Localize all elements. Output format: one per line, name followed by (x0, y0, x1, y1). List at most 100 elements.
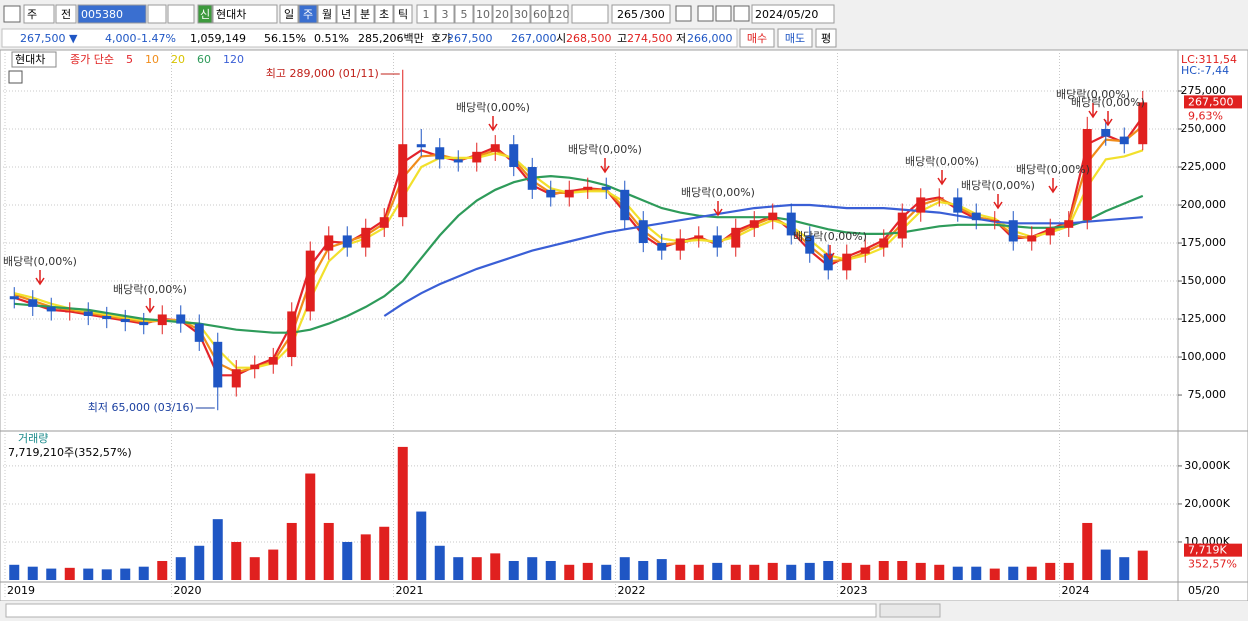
dividend-label: 배당락(0,00%) (681, 186, 755, 199)
period-button-box[interactable] (393, 4, 413, 24)
scrollbar[interactable] (5, 603, 877, 618)
period-button-box[interactable] (374, 4, 394, 24)
date-input-box[interactable] (751, 4, 835, 24)
sound-button[interactable] (167, 4, 195, 24)
quote-open: 268,500 (566, 32, 612, 45)
prev-button-box[interactable] (55, 4, 77, 24)
volume-bar (157, 560, 168, 580)
candle-body (287, 311, 297, 358)
volume-bar (934, 564, 945, 580)
candle-body (657, 243, 667, 251)
buy-button-box[interactable] (739, 28, 775, 48)
count-box[interactable] (611, 4, 671, 24)
dividend-label: 배당락(0,00%) (793, 230, 867, 243)
volume-bar (1119, 557, 1130, 580)
y-tick-label: 75,000 (1188, 388, 1227, 401)
volume-bar (508, 560, 519, 580)
count: 265 (617, 8, 638, 21)
volume-bar (1137, 550, 1148, 580)
interval-button-box[interactable] (473, 4, 493, 24)
period-button-box[interactable] (317, 4, 337, 24)
volume-bar (564, 564, 575, 580)
tool-icon[interactable] (697, 5, 714, 22)
code-input-box[interactable] (77, 4, 147, 24)
period-button-box[interactable] (355, 4, 375, 24)
y-tick-label: 100,000 (1181, 350, 1227, 363)
avg-button-box[interactable] (815, 28, 837, 48)
period-button-box[interactable] (279, 4, 299, 24)
x-tick-label: 2021 (396, 584, 424, 597)
candle-body (601, 186, 611, 190)
interval-button-box[interactable] (549, 4, 569, 24)
quote-ask: 267,500 (447, 32, 493, 45)
volume-bar (268, 549, 279, 580)
volume-bar (286, 522, 297, 580)
market-select-box[interactable] (23, 4, 55, 24)
dividend-label: 배당락(0,00%) (1071, 96, 1145, 109)
dividend-arrow (600, 158, 610, 174)
y-tick-label: 20,000K (1184, 497, 1230, 510)
volume-title: 거래량 (18, 432, 48, 445)
tool-icon[interactable] (733, 5, 750, 22)
tool-icon[interactable] (675, 5, 692, 22)
last-volume-box (1184, 543, 1242, 557)
interval-button: 10 (476, 8, 490, 21)
dividend-arrow (1088, 103, 1098, 119)
candle-body (509, 144, 519, 168)
volume-bar (601, 564, 612, 580)
candle-body (823, 253, 833, 271)
volume-bar (545, 560, 556, 580)
volume-bar (397, 446, 408, 580)
table-icon[interactable] (8, 70, 23, 84)
last-price: 267,500 (1188, 95, 1234, 108)
period-button-box[interactable] (298, 4, 318, 24)
last-price-box (1184, 95, 1242, 109)
candle-body (83, 311, 93, 316)
quote-open-label: 시 (556, 32, 566, 45)
dividend-label: 배당락(0,00%) (568, 143, 642, 156)
candle-body (971, 212, 981, 221)
interval-button-box[interactable] (492, 4, 512, 24)
sell-button-box[interactable] (777, 28, 813, 48)
volume-bar (416, 511, 427, 580)
candle-body (860, 247, 870, 254)
icon-button[interactable] (3, 5, 21, 23)
quote-change: 4,000 (105, 32, 137, 45)
tool-icon[interactable] (715, 5, 732, 22)
volume-bar (527, 557, 538, 580)
name-badge-box[interactable] (197, 4, 213, 24)
interval-button-box[interactable] (454, 4, 474, 24)
candle-body (361, 227, 371, 248)
volume-bar (323, 522, 334, 580)
interval-button-box[interactable] (511, 4, 531, 24)
scroll-buttons[interactable] (879, 603, 941, 618)
period-button-box[interactable] (336, 4, 356, 24)
period-button: 초 (379, 8, 389, 21)
interval-button-box[interactable] (530, 4, 550, 24)
interval-select[interactable] (571, 4, 609, 24)
volume-bar (730, 564, 741, 580)
volume-bar (64, 567, 75, 580)
quote-high-label: 고 (617, 32, 627, 45)
volume-bar (231, 541, 242, 580)
quote-volume: 1,059,149 (190, 32, 246, 45)
volume-bar (194, 545, 205, 580)
dividend-label: 배당락(0,00%) (1056, 88, 1130, 101)
candle-body (786, 212, 796, 236)
candle-body (231, 369, 241, 388)
lc-label: LC:311,54 (1181, 53, 1237, 66)
candle-body (934, 197, 944, 199)
candle-body (675, 238, 685, 251)
interval-button: 120 (549, 8, 570, 21)
candle-body (712, 235, 722, 248)
name-badge: 신 (200, 8, 210, 21)
interval-button-box[interactable] (435, 4, 455, 24)
candle-body (768, 212, 778, 221)
interval-button-box[interactable] (416, 4, 436, 24)
interval-button: 30 (514, 8, 528, 21)
stock-name-box[interactable] (212, 4, 278, 24)
search-button[interactable] (147, 4, 167, 24)
candle-body (472, 151, 482, 163)
candle-body (731, 227, 741, 248)
dividend-label: 배당락(0,00%) (456, 101, 530, 114)
